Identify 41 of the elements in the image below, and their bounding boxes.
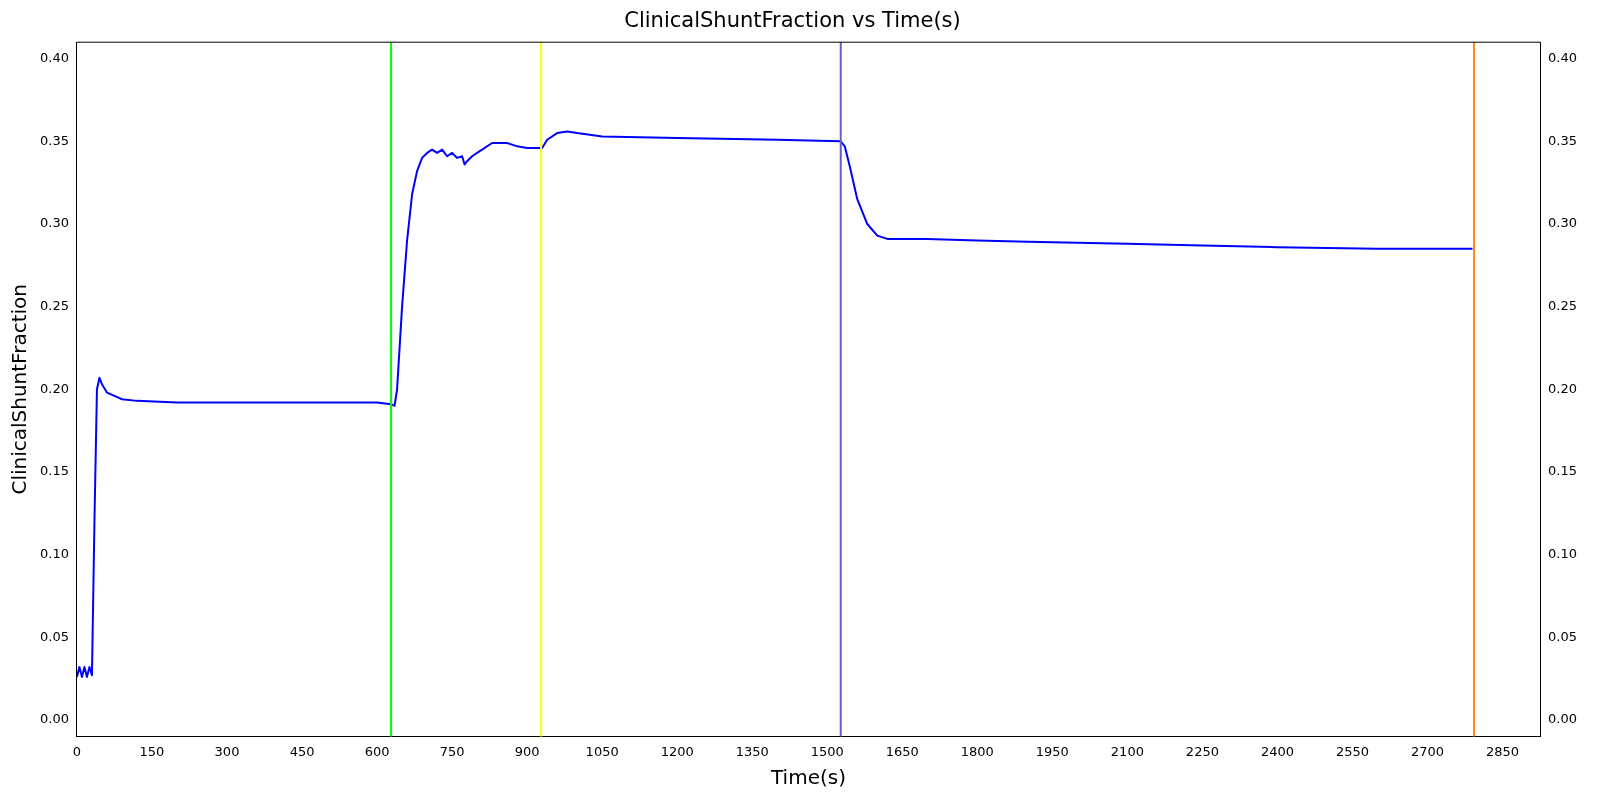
chart-title: ClinicalShuntFraction vs Time(s) bbox=[624, 8, 961, 33]
x-tick-label: 1650 bbox=[885, 743, 919, 759]
y2-tick-label: 0.25 bbox=[1548, 298, 1578, 314]
y2-tick-label: 0.40 bbox=[1548, 50, 1578, 66]
y2-tick-label: 0.00 bbox=[1548, 711, 1578, 727]
x-tick-label: 150 bbox=[139, 743, 165, 759]
x-tick-label: 1800 bbox=[960, 743, 994, 759]
y-tick-label: 0.20 bbox=[39, 380, 69, 396]
x-tick-label: 1200 bbox=[660, 743, 694, 759]
x-tick-label: 450 bbox=[289, 743, 315, 759]
x-tick-label: 2850 bbox=[1485, 743, 1520, 759]
y2-tick-label: 0.35 bbox=[1548, 132, 1578, 148]
y2-tick-label: 0.30 bbox=[1548, 215, 1578, 231]
y2-tick-label: 0.15 bbox=[1548, 463, 1578, 479]
y-tick-label: 0.15 bbox=[39, 463, 69, 479]
y-tick-label: 0.05 bbox=[39, 628, 69, 644]
y-tick-label: 0.30 bbox=[39, 215, 69, 231]
y2-tick-label: 0.20 bbox=[1548, 380, 1578, 396]
y-tick-label: 0.10 bbox=[39, 545, 69, 561]
y2-tick-label: 0.10 bbox=[1548, 545, 1578, 561]
x-tick-label: 1950 bbox=[1035, 743, 1069, 759]
x-tick-label: 2550 bbox=[1335, 743, 1370, 759]
y-axis-title: ClinicalShuntFraction bbox=[7, 284, 32, 495]
y-tick-label: 0.35 bbox=[39, 132, 69, 148]
x-tick-label: 900 bbox=[514, 743, 540, 759]
x-tick-label: 0 bbox=[72, 743, 82, 759]
x-axis-title: Time(s) bbox=[770, 765, 846, 790]
y-tick-label: 0.25 bbox=[39, 298, 69, 314]
x-tick-label: 1050 bbox=[585, 743, 619, 759]
x-tick-label: 2400 bbox=[1260, 743, 1294, 759]
x-tick-label: 2100 bbox=[1110, 743, 1144, 759]
x-tick-label: 300 bbox=[214, 743, 240, 759]
x-tick-label: 750 bbox=[439, 743, 465, 759]
y-tick-label: 0.00 bbox=[39, 711, 69, 727]
x-tick-label: 1350 bbox=[735, 743, 769, 759]
x-tick-label: 2250 bbox=[1185, 743, 1219, 759]
x-tick-label: 600 bbox=[364, 743, 390, 759]
x-tick-label: 1500 bbox=[810, 743, 844, 759]
x-tick-label: 2700 bbox=[1410, 743, 1445, 759]
y-tick-label: 0.40 bbox=[39, 50, 69, 66]
y2-tick-label: 0.05 bbox=[1548, 628, 1578, 644]
